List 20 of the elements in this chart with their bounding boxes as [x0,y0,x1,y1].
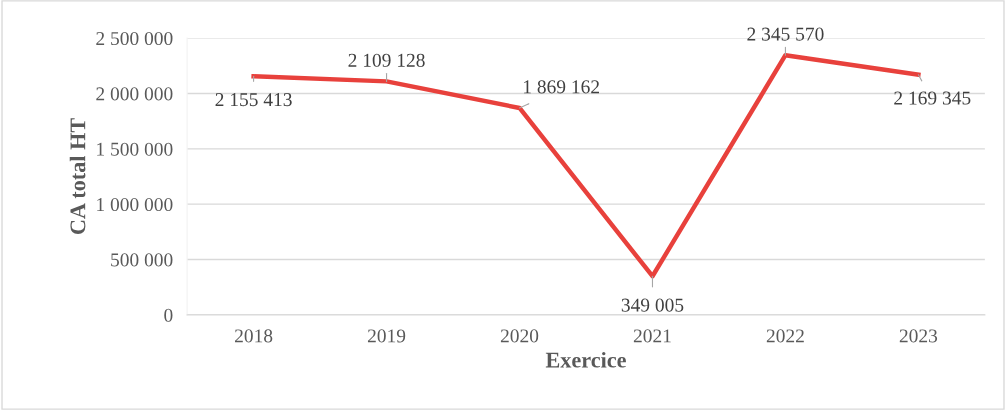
data-label: 2 109 128 [348,53,425,67]
data-label: 2 345 570 [747,27,824,41]
y-tick-label: 500 000 [111,253,173,267]
y-tick-label: 1 000 000 [97,198,173,212]
x-tick-label: 2019 [367,329,406,343]
data-label: 349 005 [621,298,684,312]
x-tick-label: 2020 [500,329,539,343]
x-tick-label: 2021 [633,329,671,343]
y-tick-label: 1 500 000 [97,142,173,156]
y-tick-label: 2 000 000 [96,87,173,101]
data-label: 1 869 162 [524,80,599,94]
x-axis-title: Exercice [545,351,626,368]
y-tick-label: 2 500 000 [96,31,173,46]
x-tick-label: 2018 [235,329,273,343]
y-axis-title: CA total HT [69,118,86,235]
data-label: 2 169 345 [894,91,971,105]
y-tick-label: 0 [164,308,173,322]
x-tick-label: 2023 [899,329,938,343]
data-label: 2 155 413 [215,93,292,107]
x-tick-label: 2022 [766,329,804,343]
